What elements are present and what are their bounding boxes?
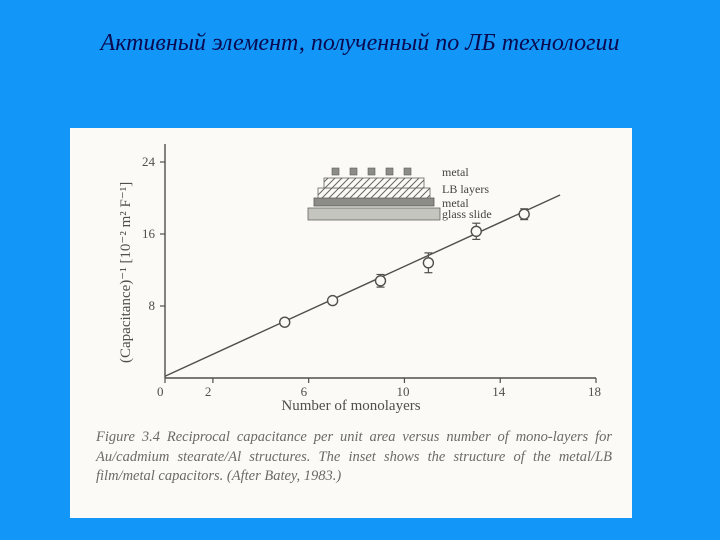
x-tick-label: 2	[205, 384, 212, 400]
y-axis-title: (Capacitance)⁻¹ [10⁻² m² F⁻¹]	[116, 182, 135, 363]
x-tick-label: 6	[301, 384, 308, 400]
chart-svg	[70, 128, 632, 428]
figure-caption: Figure 3.4 Reciprocal capacitance per un…	[96, 428, 612, 487]
x-tick-label: 14	[492, 384, 505, 400]
slide-title: Активный элемент, полученный по ЛБ техно…	[0, 0, 720, 67]
x-tick-label: 18	[588, 384, 601, 400]
figure-panel: (Capacitance)⁻¹ [10⁻² m² F⁻¹] Number of …	[70, 128, 632, 518]
x-tick-label: 10	[396, 384, 409, 400]
inset-layer-label: metal	[442, 165, 469, 180]
x-tick-label: 0	[157, 384, 164, 400]
y-tick-label: 8	[149, 298, 156, 314]
y-tick-label: 24	[142, 154, 155, 170]
chart-area: (Capacitance)⁻¹ [10⁻² m² F⁻¹] Number of …	[70, 128, 632, 428]
x-axis-title: Number of monolayers	[70, 398, 632, 415]
y-tick-label: 16	[142, 226, 155, 242]
inset-layer-label: metal	[442, 196, 469, 211]
inset-layer-label: LB layers	[442, 182, 489, 197]
